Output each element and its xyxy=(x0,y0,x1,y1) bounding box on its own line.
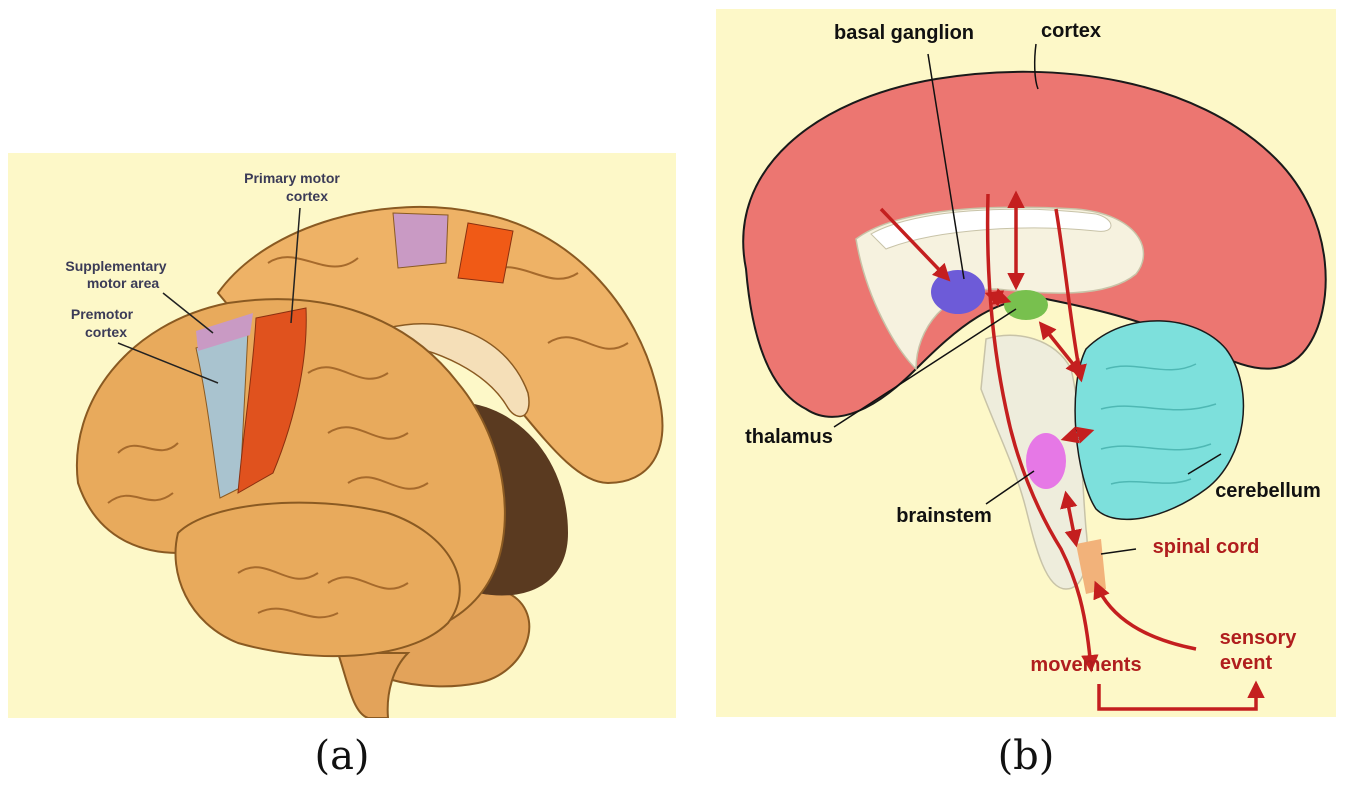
cerebellum-region xyxy=(1074,320,1245,521)
label-cortex: cortex xyxy=(1041,20,1101,42)
label-supplementary-line2: motor area xyxy=(87,275,160,291)
label-spinal-cord: spinal cord xyxy=(1153,536,1260,558)
lateral-brain-illustration: Primary motor cortex Supplementary motor… xyxy=(8,153,676,718)
label-thalamus: thalamus xyxy=(745,426,833,448)
caption-b: (b) xyxy=(997,733,1055,779)
primary-motor-leader xyxy=(290,207,301,324)
primary-motor-area-medial xyxy=(457,222,514,284)
label-brainstem: brainstem xyxy=(896,505,992,527)
supplementary-motor-area-lateral xyxy=(196,313,253,351)
basal-ganglion-nucleus xyxy=(931,270,985,314)
panel-a: Primary motor cortex Supplementary motor… xyxy=(8,153,676,718)
supplementary-motor-area-medial xyxy=(392,212,449,269)
premotor-leader xyxy=(117,342,219,384)
label-primary-motor-line1: Primary motor xyxy=(244,170,340,186)
label-primary-motor-line2: cortex xyxy=(286,188,328,204)
label-cerebellum: cerebellum xyxy=(1215,480,1321,502)
sagittal-brain-diagram: basal ganglion cortex thalamus cerebellu… xyxy=(716,9,1336,717)
label-leaders xyxy=(833,43,1222,555)
gyri-texture xyxy=(107,256,629,619)
spinal-cord-region xyxy=(1076,539,1106,594)
temporal-lobe xyxy=(174,501,461,658)
premotor-area xyxy=(195,330,249,499)
panel-b: basal ganglion cortex thalamus cerebellu… xyxy=(716,9,1336,717)
thalamus-nucleus xyxy=(1004,290,1048,320)
brainstem-shape xyxy=(336,652,411,718)
label-premotor-line1: Premotor xyxy=(71,306,134,322)
caption-a: (a) xyxy=(314,733,370,779)
label-supplementary-line1: Supplementary xyxy=(65,258,166,274)
label-movements: movements xyxy=(1030,654,1141,676)
label-sensory-line2: event xyxy=(1220,652,1273,674)
cerebellum-folia xyxy=(1100,363,1217,485)
label-sensory-line1: sensory xyxy=(1220,627,1298,649)
label-basal-ganglion: basal ganglion xyxy=(834,22,974,44)
primary-motor-area xyxy=(237,307,307,494)
pathway-arrows xyxy=(879,190,1265,711)
label-premotor-line2: cortex xyxy=(85,324,127,340)
supplementary-leader xyxy=(162,292,214,334)
brainstem-nucleus xyxy=(1026,433,1066,489)
